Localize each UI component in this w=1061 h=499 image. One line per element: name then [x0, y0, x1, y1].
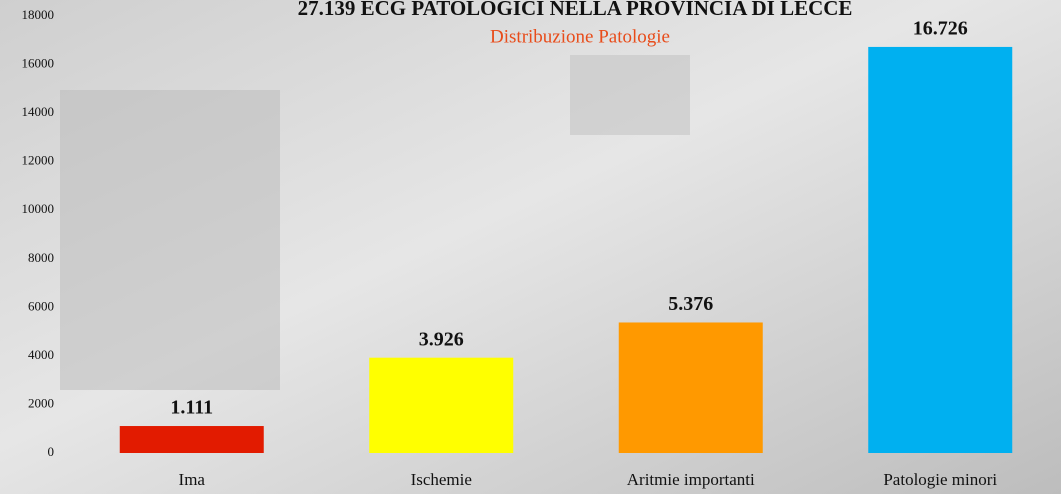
background-monitor — [570, 55, 690, 135]
bar — [120, 426, 264, 453]
chart: 27.139 ECG PATOLOGICI NELLA PROVINCIA DI… — [0, 0, 1061, 494]
y-tick-label: 14000 — [22, 104, 55, 119]
y-tick-label: 12000 — [22, 153, 55, 168]
y-tick-label: 2000 — [28, 395, 54, 410]
value-label: 5.376 — [668, 293, 713, 315]
y-tick-label: 4000 — [28, 347, 54, 362]
x-tick-label: Ischemie — [411, 470, 472, 489]
value-label: 3.926 — [419, 328, 464, 350]
y-tick-label: 18000 — [22, 7, 55, 22]
y-tick-label: 0 — [48, 444, 55, 459]
x-tick-label: Patologie minori — [883, 470, 997, 489]
bar — [619, 322, 763, 453]
y-tick-label: 10000 — [22, 201, 55, 216]
bar — [369, 358, 513, 453]
background-monitor — [60, 90, 280, 390]
x-tick-label: Aritmie importanti — [627, 470, 755, 489]
x-tick-label: Ima — [179, 470, 206, 489]
bar — [868, 47, 1012, 453]
value-label: 1.111 — [170, 397, 213, 419]
y-tick-label: 8000 — [28, 250, 54, 265]
value-label: 16.726 — [913, 18, 968, 40]
chart-title: 27.139 ECG PATOLOGICI NELLA PROVINCIA DI… — [298, 0, 853, 20]
y-tick-label: 6000 — [28, 298, 54, 313]
chart-subtitle: Distribuzione Patologie — [490, 26, 670, 47]
y-tick-label: 16000 — [22, 56, 55, 71]
